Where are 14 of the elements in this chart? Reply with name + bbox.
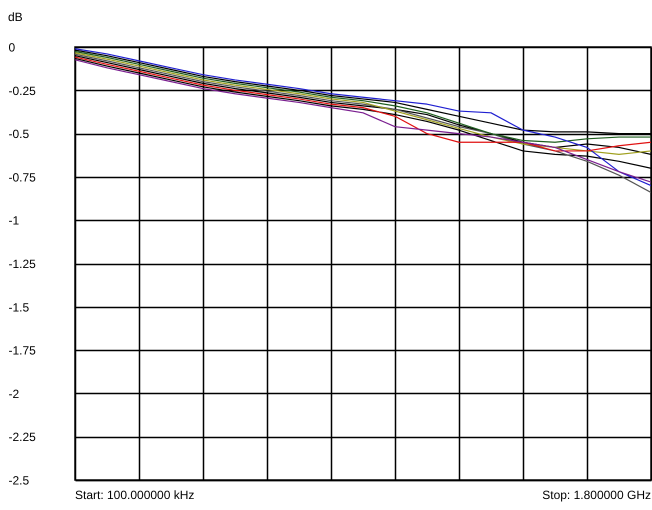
text: Stop: 1.800000 GHz — [542, 488, 651, 502]
y-tick-label: -1.25 — [8, 257, 36, 271]
y-tick-label: -2.5 — [8, 474, 30, 488]
y-tick-label: -1.5 — [8, 300, 30, 314]
text: Start: 100.000000 kHz — [75, 488, 194, 502]
y-axis-title: dB — [8, 10, 23, 24]
y-tick-label: -0.5 — [8, 127, 30, 142]
y-tick-label: -2.25 — [8, 430, 36, 444]
y-tick-label: -0.25 — [8, 84, 36, 98]
y-tick-label: 0 — [8, 40, 16, 54]
y-tick-label: -0.75 — [8, 170, 36, 184]
y-tick-label: -1.75 — [8, 344, 36, 358]
y-tick-label: -1 — [8, 214, 20, 228]
y-tick-label: -2 — [8, 386, 20, 401]
